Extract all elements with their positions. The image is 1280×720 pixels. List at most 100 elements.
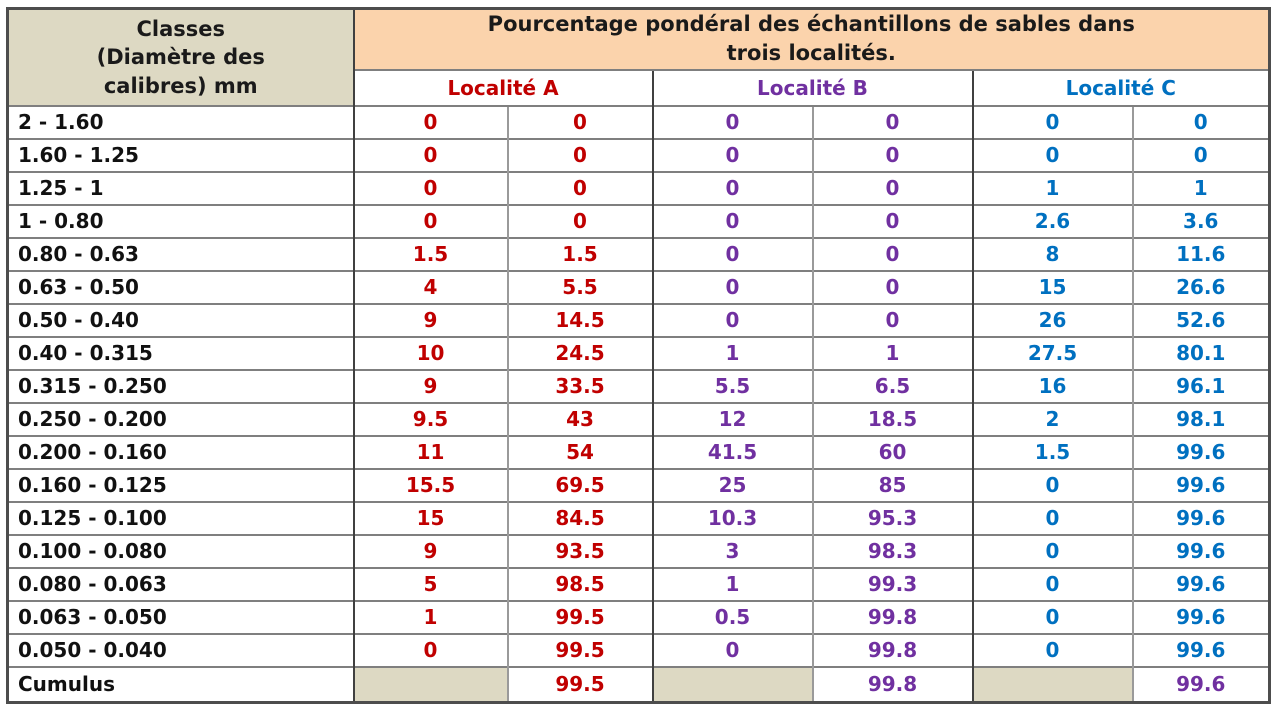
cumul-cell: 99.6 — [1131, 533, 1270, 568]
cumul-cell: 0 — [1131, 104, 1270, 139]
classe-cell: 2 - 1.60 — [7, 104, 354, 139]
cumul-cell: 0 — [811, 269, 973, 304]
value-cell: 2 — [971, 401, 1133, 436]
value-cell: 15 — [971, 269, 1133, 304]
cumul-cell: 69.5 — [506, 467, 653, 502]
cumul-cell: 99.6 — [1131, 599, 1270, 634]
classe-cell: 0.125 - 0.100 — [7, 500, 354, 535]
value-cell: 0 — [651, 236, 813, 271]
table-row: 0.80 - 0.63 1.5 1.5 0 0 8 11.6 — [7, 236, 1270, 271]
value-cell: 0 — [352, 104, 508, 139]
value-cell: 15 — [352, 500, 508, 535]
cumulus-label: Cumulus — [7, 665, 354, 703]
table-row: 0.63 - 0.50 4 5.5 0 0 15 26.6 — [7, 269, 1270, 304]
value-cell: 27.5 — [971, 335, 1133, 370]
cumul-cell: 0 — [811, 137, 973, 172]
value-cell: 0 — [651, 137, 813, 172]
value-cell: 9 — [352, 302, 508, 337]
classe-cell: 0.080 - 0.063 — [7, 566, 354, 601]
cumul-cell: 54 — [506, 434, 653, 469]
value-cell: 41.5 — [651, 434, 813, 469]
classe-cell: 0.100 - 0.080 — [7, 533, 354, 568]
value-cell: 0.5 — [651, 599, 813, 634]
table-row: 0.160 - 0.125 15.5 69.5 25 85 0 99.6 — [7, 467, 1270, 502]
value-cell: 10 — [352, 335, 508, 370]
cumul-cell: 0 — [811, 104, 973, 139]
value-cell: 9 — [352, 533, 508, 568]
classe-cell: 0.315 - 0.250 — [7, 368, 354, 403]
value-cell: 26 — [971, 302, 1133, 337]
table-row: 1.60 - 1.25 0 0 0 0 0 0 — [7, 137, 1270, 172]
value-cell: 10.3 — [651, 500, 813, 535]
table-row: 0.250 - 0.200 9.5 43 12 18.5 2 98.1 — [7, 401, 1270, 436]
value-cell: 1 — [651, 335, 813, 370]
value-cell: 0 — [651, 104, 813, 139]
value-cell: 0 — [352, 170, 508, 205]
cumul-cell: 0 — [1131, 137, 1270, 172]
header-row-localities: Localité A Localité B Localité C — [8, 68, 1270, 106]
value-cell: 0 — [971, 533, 1133, 568]
cumul-cell: 1 — [1131, 170, 1270, 205]
value-cell: 5.5 — [651, 368, 813, 403]
value-cell: 0 — [971, 467, 1133, 502]
value-cell: 0 — [971, 500, 1133, 535]
cumul-cell: 85 — [811, 467, 973, 502]
sand-percentage-table: Classes (Diamètre des calibres) mm Pourc… — [6, 7, 1271, 704]
cumulus-total-c: 99.6 — [1131, 665, 1270, 703]
cumul-cell: 99.5 — [506, 599, 653, 634]
value-cell: 0 — [651, 170, 813, 205]
cumul-cell: 11.6 — [1131, 236, 1270, 271]
cumulus-total-b: 99.8 — [811, 665, 973, 703]
table-row: 0.125 - 0.100 15 84.5 10.3 95.3 0 99.6 — [7, 500, 1270, 535]
cumul-cell: 99.6 — [1131, 434, 1270, 469]
cumul-cell: 0 — [506, 170, 653, 205]
classe-cell: 0.40 - 0.315 — [7, 335, 354, 370]
value-cell: 0 — [971, 104, 1133, 139]
table-row: 0.200 - 0.160 11 54 41.5 60 1.5 99.6 — [7, 434, 1270, 469]
value-cell: 9.5 — [352, 401, 508, 436]
classe-cell: 0.063 - 0.050 — [7, 599, 354, 634]
classe-cell: 0.50 - 0.40 — [7, 302, 354, 337]
value-cell: 0 — [971, 632, 1133, 667]
value-cell: 0 — [971, 599, 1133, 634]
value-cell: 0 — [651, 203, 813, 238]
table-row: 0.50 - 0.40 9 14.5 0 0 26 52.6 — [7, 302, 1270, 337]
cumul-cell: 0 — [811, 302, 973, 337]
value-cell: 9 — [352, 368, 508, 403]
cumul-cell: 0 — [506, 203, 653, 238]
cumul-cell: 0 — [506, 137, 653, 172]
cumul-cell: 1.5 — [506, 236, 653, 271]
value-cell: 15.5 — [352, 467, 508, 502]
classe-cell: 1 - 0.80 — [7, 203, 354, 238]
cumul-cell: 99.6 — [1131, 467, 1270, 502]
cumul-cell: 3.6 — [1131, 203, 1270, 238]
classes-column-header: Classes (Diamètre des calibres) mm — [7, 8, 354, 106]
cumul-cell: 52.6 — [1131, 302, 1270, 337]
value-cell: 1 — [971, 170, 1133, 205]
cumul-cell: 98.5 — [506, 566, 653, 601]
value-cell: 11 — [352, 434, 508, 469]
cumul-cell: 93.5 — [506, 533, 653, 568]
cumul-cell: 99.5 — [506, 632, 653, 667]
classe-cell: 1.25 - 1 — [7, 170, 354, 205]
value-cell: 16 — [971, 368, 1133, 403]
cumul-cell: 0 — [811, 170, 973, 205]
value-cell: 12 — [651, 401, 813, 436]
table-row: 2 - 1.60 0 0 0 0 0 0 — [7, 104, 1270, 139]
value-cell: 0 — [651, 269, 813, 304]
cumul-cell: 84.5 — [506, 500, 653, 535]
table-row: 1 - 0.80 0 0 0 0 2.6 3.6 — [7, 203, 1270, 238]
cumul-cell: 33.5 — [506, 368, 653, 403]
value-cell: 1.5 — [971, 434, 1133, 469]
cumul-cell: 80.1 — [1131, 335, 1270, 370]
value-cell: 25 — [651, 467, 813, 502]
value-cell: 0 — [352, 203, 508, 238]
sand-percentage-table-wrapper: Classes (Diamètre des calibres) mm Pourc… — [6, 7, 1271, 704]
cumul-cell: 43 — [506, 401, 653, 436]
classe-cell: 0.200 - 0.160 — [7, 434, 354, 469]
value-cell: 0 — [352, 137, 508, 172]
cumul-cell: 60 — [811, 434, 973, 469]
locality-c-header: Localité C — [971, 68, 1270, 106]
cumul-cell: 0 — [506, 104, 653, 139]
